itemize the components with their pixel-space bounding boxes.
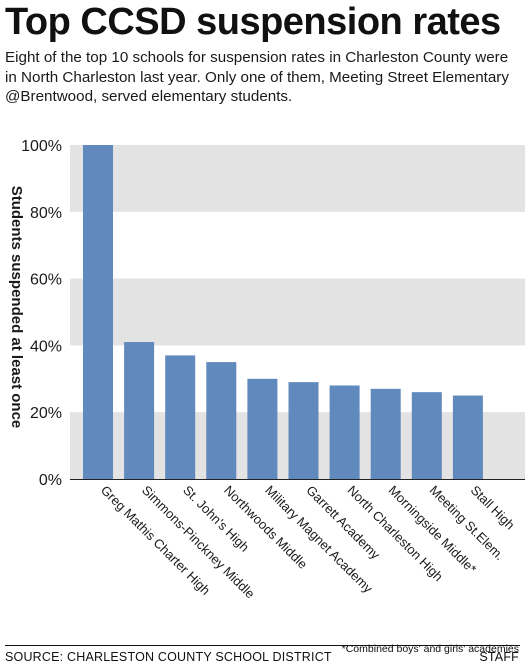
y-tick-label: 100% [21,138,62,155]
y-tick-labels: 0% 20% 40% 60% 80% 100% [21,138,62,489]
staff-credit: STAFF [479,650,519,664]
grid-band [70,145,525,212]
y-tick-label: 80% [30,205,62,222]
bar [247,378,278,479]
footnote: *Combined boys' and girls' academies [341,643,519,655]
footer-divider [5,645,520,646]
y-tick-label: 40% [30,338,62,355]
grid-band [70,278,525,346]
x-tick-labels: Greg Mathis Charter HighSimmons-Pinckney… [98,483,518,602]
bar [329,385,360,479]
bars [83,145,483,479]
y-axis-label: Students suspended at least once [8,186,25,429]
bar [452,395,483,479]
y-tick-label: 0% [39,472,62,489]
x-tick-label: Garrett Academy [303,483,383,563]
bar [83,145,113,479]
bar-chart: 0% 20% 40% 60% 80% 100% Greg Mathis Charter H… [8,138,525,602]
bar [370,388,401,479]
source-credit: SOURCE: CHARLESTON COUNTY SCHOOL DISTRIC… [5,650,332,664]
bar [411,392,442,479]
x-tick-label: Meeting St.Elem. [427,483,508,564]
bar [124,342,155,479]
chart-subtitle: Eight of the top 10 schools for suspensi… [5,49,509,105]
bar [165,355,196,479]
chart-title: Top CCSD suspension rates [5,1,501,43]
y-tick-label: 20% [30,405,62,422]
y-tick-label: 60% [30,272,62,289]
bar [206,362,237,479]
bar [288,382,319,479]
